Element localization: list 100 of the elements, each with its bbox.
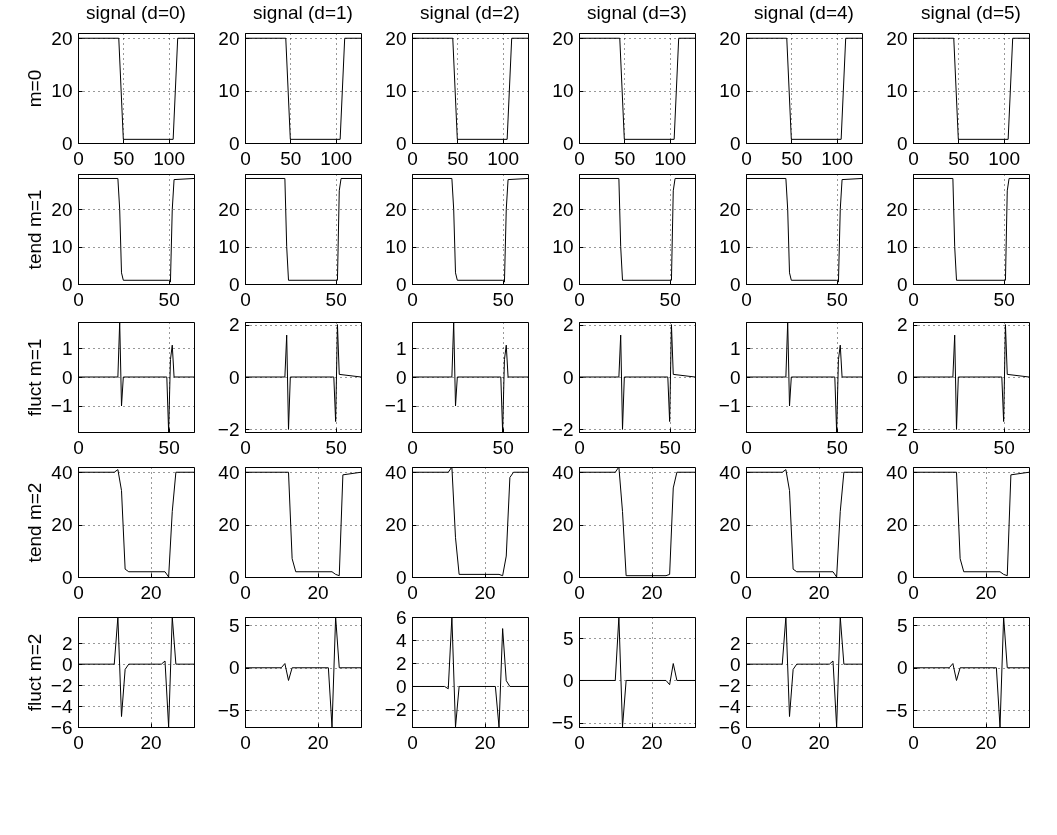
x-tick-label: 20: [975, 731, 997, 753]
y-tick-label: 40: [218, 461, 240, 483]
x-tick-label: 50: [113, 147, 135, 169]
x-tick-label: 50: [158, 436, 180, 458]
x-tick-label: 20: [641, 731, 663, 753]
y-tick-label: 0: [729, 653, 741, 675]
x-tick-label: 100: [320, 147, 352, 169]
y-tick-label: −5: [551, 712, 574, 734]
x-tick-label: 20: [307, 731, 329, 753]
y-tick-label: 10: [719, 236, 741, 258]
y-tick-label: 0: [395, 132, 407, 154]
y-tick-label: 20: [719, 198, 741, 220]
y-tick-label: 0: [395, 366, 407, 388]
x-tick-label: 20: [808, 731, 830, 753]
y-tick-label: 0: [228, 566, 240, 588]
y-tick-label: 10: [385, 80, 407, 102]
y-tick-label: 6: [395, 606, 407, 628]
x-tick-label: 100: [988, 147, 1020, 169]
x-tick-label: 100: [654, 147, 686, 169]
y-tick-label: −4: [718, 695, 741, 717]
y-tick-label: 20: [385, 198, 407, 220]
line-series: [412, 177, 528, 283]
y-tick-label: 20: [886, 514, 908, 536]
x-tick-label: 50: [826, 436, 848, 458]
y-tick-label: 10: [886, 236, 908, 258]
y-tick-label: 20: [719, 27, 741, 49]
y-tick-label: 40: [719, 461, 741, 483]
y-tick-label: 0: [562, 669, 574, 691]
y-tick-label: 2: [729, 632, 741, 654]
y-tick-label: 1: [61, 337, 73, 359]
y-tick-label: 40: [51, 461, 73, 483]
y-tick-label: 2: [896, 314, 908, 336]
line-series: [78, 177, 194, 283]
y-tick-label: 0: [896, 132, 908, 154]
x-tick-label: 50: [993, 288, 1015, 310]
x-tick-label: 50: [614, 147, 636, 169]
y-tick-label: 0: [896, 657, 908, 679]
y-tick-label: 20: [51, 27, 73, 49]
y-tick-label: 20: [886, 198, 908, 220]
y-tick-label: 20: [385, 27, 407, 49]
line-series: [913, 177, 1029, 281]
y-tick-label: 10: [51, 80, 73, 102]
y-tick-label: 40: [552, 461, 574, 483]
y-tick-label: 20: [218, 514, 240, 536]
y-tick-label: −6: [50, 716, 73, 738]
y-tick-label: 0: [61, 132, 73, 154]
x-tick-label: 50: [948, 147, 970, 169]
y-axis-title: m=0: [23, 69, 45, 108]
y-tick-label: 20: [886, 27, 908, 49]
y-tick-label: −5: [885, 699, 908, 721]
chart-title: signal (d=0): [86, 2, 186, 24]
y-tick-label: 20: [51, 198, 73, 220]
line-series: [579, 177, 695, 281]
y-tick-label: 20: [218, 198, 240, 220]
y-tick-label: −4: [50, 695, 73, 717]
y-tick-label: 0: [61, 366, 73, 388]
y-tick-label: 2: [228, 314, 240, 336]
y-tick-label: 0: [61, 566, 73, 588]
line-series: [746, 177, 862, 283]
x-tick-label: 100: [821, 147, 853, 169]
y-tick-label: 0: [61, 273, 73, 295]
y-tick-label: −2: [551, 418, 574, 440]
y-tick-label: 0: [562, 566, 574, 588]
y-tick-label: 2: [562, 314, 574, 336]
y-tick-label: 10: [51, 236, 73, 258]
y-tick-label: 5: [896, 614, 908, 636]
y-tick-label: 20: [719, 514, 741, 536]
y-tick-label: 5: [228, 614, 240, 636]
x-tick-label: 20: [975, 581, 997, 603]
y-tick-label: 0: [729, 132, 741, 154]
y-axis-title: tend m=2: [23, 482, 45, 563]
x-tick-label: 50: [280, 147, 302, 169]
y-tick-label: 0: [562, 132, 574, 154]
chart-title: signal (d=1): [253, 2, 353, 24]
x-tick-label: 20: [140, 731, 162, 753]
y-tick-label: −2: [384, 699, 407, 721]
y-tick-label: 40: [385, 461, 407, 483]
y-tick-label: 20: [552, 27, 574, 49]
x-tick-label: 20: [307, 581, 329, 603]
y-tick-label: 10: [886, 80, 908, 102]
y-tick-label: 20: [552, 198, 574, 220]
x-tick-label: 50: [492, 288, 514, 310]
x-tick-label: 50: [826, 288, 848, 310]
y-tick-label: 0: [896, 566, 908, 588]
y-tick-label: 10: [719, 80, 741, 102]
x-tick-label: 100: [487, 147, 519, 169]
x-tick-label: 50: [781, 147, 803, 169]
y-tick-label: 1: [395, 337, 407, 359]
y-tick-label: −1: [50, 395, 73, 417]
x-tick-label: 50: [325, 288, 347, 310]
y-tick-label: −2: [718, 674, 741, 696]
y-tick-label: 10: [218, 236, 240, 258]
y-tick-label: 0: [228, 657, 240, 679]
y-tick-label: 0: [395, 273, 407, 295]
x-tick-label: 50: [447, 147, 469, 169]
y-tick-label: 2: [61, 632, 73, 654]
y-tick-label: 0: [729, 566, 741, 588]
y-tick-label: −2: [885, 418, 908, 440]
y-tick-label: −6: [718, 716, 741, 738]
y-tick-label: 0: [896, 273, 908, 295]
